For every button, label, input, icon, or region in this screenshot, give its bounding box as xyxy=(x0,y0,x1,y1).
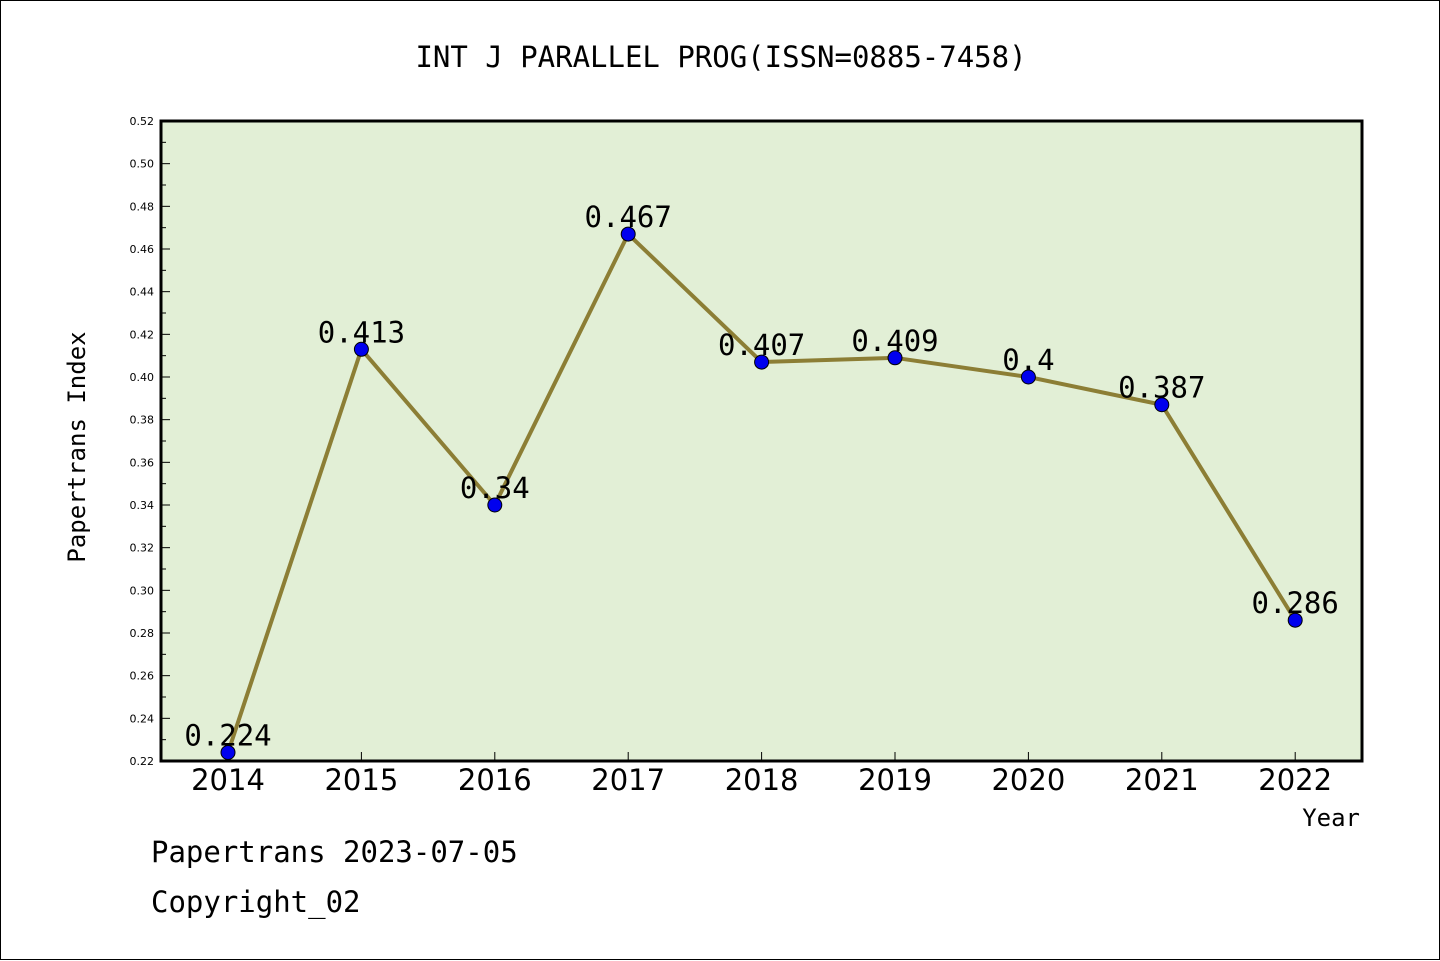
y-tick-label: 0.48 xyxy=(130,200,155,213)
data-label: 0.286 xyxy=(1252,586,1339,620)
data-point-marker xyxy=(620,226,636,242)
footer-copyright-text: Copyright_02 xyxy=(151,885,361,919)
data-point-marker xyxy=(887,350,903,366)
plot-area xyxy=(159,119,1364,763)
data-point-marker xyxy=(353,341,369,357)
data-label: 0.467 xyxy=(585,200,672,234)
data-label: 0.409 xyxy=(851,324,938,358)
x-tick-label: 2022 xyxy=(1258,763,1332,797)
x-axis: 2014 2015 2016 2017 2018 2019 2020 2021 2022 xyxy=(191,752,1332,797)
y-tick-label: 0.34 xyxy=(130,499,155,512)
y-tick-label: 0.52 xyxy=(130,115,155,128)
data-point-marker xyxy=(1287,612,1303,628)
y-tick-label: 0.22 xyxy=(130,755,155,768)
y-tick-label: 0.24 xyxy=(130,712,155,725)
data-point-marker xyxy=(1154,397,1170,413)
y-tick-label: 0.46 xyxy=(130,243,155,256)
y-axis: 0.22 0.24 0.26 0.28 0.30 0.32 0.34 0.36 0.38 0.40… xyxy=(130,115,170,768)
y-tick-label: 0.50 xyxy=(130,158,155,171)
data-label: 0.413 xyxy=(318,315,405,349)
x-tick-label: 2014 xyxy=(191,763,265,797)
x-tick-label: 2020 xyxy=(991,763,1065,797)
data-point-marker xyxy=(754,354,770,370)
x-tick-label: 2021 xyxy=(1125,763,1199,797)
x-tick-label: 2019 xyxy=(858,763,932,797)
y-tick-label: 0.44 xyxy=(130,286,155,299)
y-tick-label: 0.28 xyxy=(130,627,155,640)
x-tick-label: 2016 xyxy=(458,763,532,797)
data-label: 0.387 xyxy=(1118,371,1205,405)
footer-date-text: Papertrans 2023-07-05 xyxy=(151,835,518,869)
data-label: 0.224 xyxy=(184,718,271,752)
y-tick-label: 0.40 xyxy=(130,371,155,384)
y-tick-label: 0.42 xyxy=(130,328,155,341)
y-tick-label: 0.36 xyxy=(130,456,155,469)
data-label: 0.407 xyxy=(718,328,805,362)
y-tick-label: 0.26 xyxy=(130,670,155,683)
y-tick-label: 0.30 xyxy=(130,584,155,597)
series-line: 0.224 0.413 0.34 0.467 0.407 0.409 0.4 0.387 0.2… xyxy=(184,200,1339,760)
y-tick-label: 0.32 xyxy=(130,542,155,555)
chart-title: INT J PARALLEL PROG(ISSN=0885-7458) xyxy=(415,40,1026,74)
data-point-marker xyxy=(487,497,503,513)
x-axis-label: Year xyxy=(1302,804,1360,832)
y-tick-label: 0.38 xyxy=(130,414,155,427)
x-tick-label: 2017 xyxy=(591,763,665,797)
data-point-marker xyxy=(220,744,236,760)
x-tick-label: 2015 xyxy=(324,763,398,797)
y-axis-label: Papertrans Index xyxy=(63,331,91,562)
x-tick-label: 2018 xyxy=(725,763,799,797)
data-label: 0.4 xyxy=(1002,343,1054,377)
data-label: 0.34 xyxy=(460,471,530,505)
data-point-marker xyxy=(1020,369,1036,385)
